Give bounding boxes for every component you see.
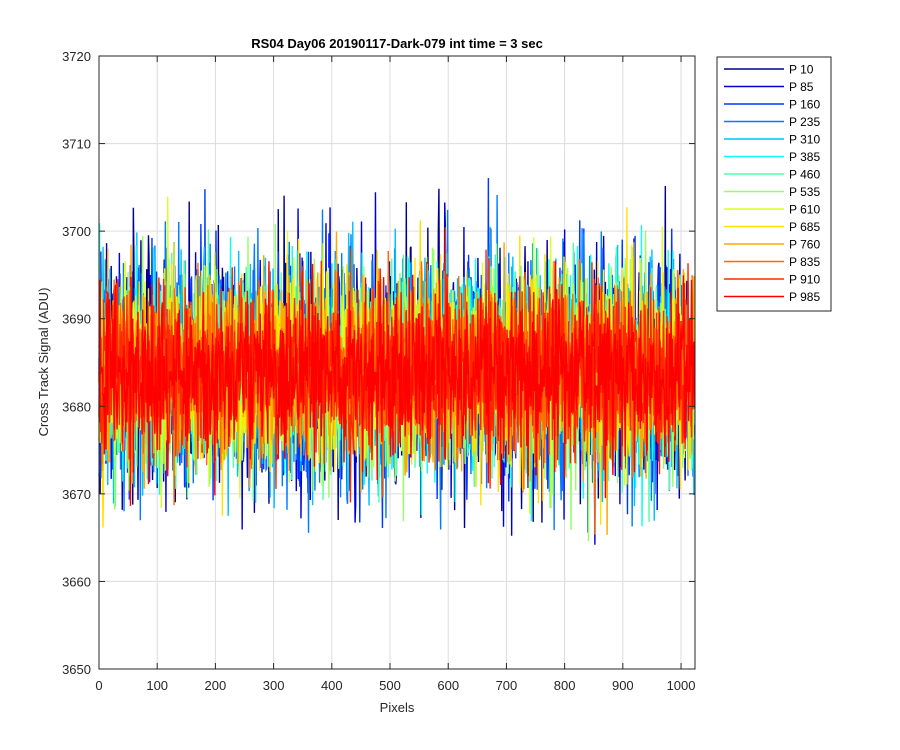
y-tick-label: 3700 xyxy=(62,224,91,239)
legend-label: P 835 xyxy=(789,255,820,269)
legend-label: P 985 xyxy=(789,290,820,304)
legend-label: P 610 xyxy=(789,203,820,217)
legend-label: P 85 xyxy=(789,80,814,94)
axes-box xyxy=(98,55,696,670)
legend-label: P 310 xyxy=(789,133,820,147)
y-tick-label: 3710 xyxy=(62,137,91,152)
y-axis: 3650 3660 3670 3680 3690 3700 3710 3720 xyxy=(62,49,695,677)
legend-label: P 10 xyxy=(789,63,814,77)
x-tick-label: 800 xyxy=(554,678,576,693)
legend-box xyxy=(716,56,832,312)
legend-label: P 160 xyxy=(789,98,820,112)
x-tick-label: 400 xyxy=(321,678,343,693)
legend-label: P 910 xyxy=(789,273,820,287)
legend-label: P 385 xyxy=(789,150,820,164)
chart-title: RS04 Day06 20190117-Dark-079 int time = … xyxy=(251,36,543,51)
series-line-p-985 xyxy=(98,260,696,506)
legend-label: P 685 xyxy=(789,220,820,234)
x-tick-label: 200 xyxy=(205,678,227,693)
legend-label: P 535 xyxy=(789,185,820,199)
x-tick-label: 700 xyxy=(496,678,518,693)
x-tick-label: 300 xyxy=(263,678,285,693)
y-tick-label: 3660 xyxy=(62,574,91,589)
x-tick-label: 500 xyxy=(379,678,401,693)
y-tick-label: 3650 xyxy=(62,662,91,677)
legend-label: P 460 xyxy=(789,168,820,182)
x-axis-label: Pixels xyxy=(380,700,415,715)
x-tick-label: 600 xyxy=(437,678,459,693)
x-tick-label: 1000 xyxy=(667,678,696,693)
x-tick-label: 0 xyxy=(95,678,102,693)
y-axis-label: Cross Track Signal (ADU) xyxy=(36,288,51,437)
legend-label: P 235 xyxy=(789,115,820,129)
y-tick-label: 3680 xyxy=(62,399,91,414)
x-axis: 0 100 200 300 400 500 600 700 800 900 1000 xyxy=(95,56,695,693)
series-layer xyxy=(98,178,696,545)
legend-label: P 760 xyxy=(789,238,820,252)
y-tick-label: 3720 xyxy=(62,49,91,64)
legend: P 10 P 85 P 160 P 235 P 310 P 385 P 460 P 535 P … xyxy=(716,56,832,312)
y-tick-label: 3690 xyxy=(62,312,91,327)
y-tick-label: 3670 xyxy=(62,487,91,502)
x-tick-label: 100 xyxy=(146,678,168,693)
x-tick-label: 900 xyxy=(612,678,634,693)
